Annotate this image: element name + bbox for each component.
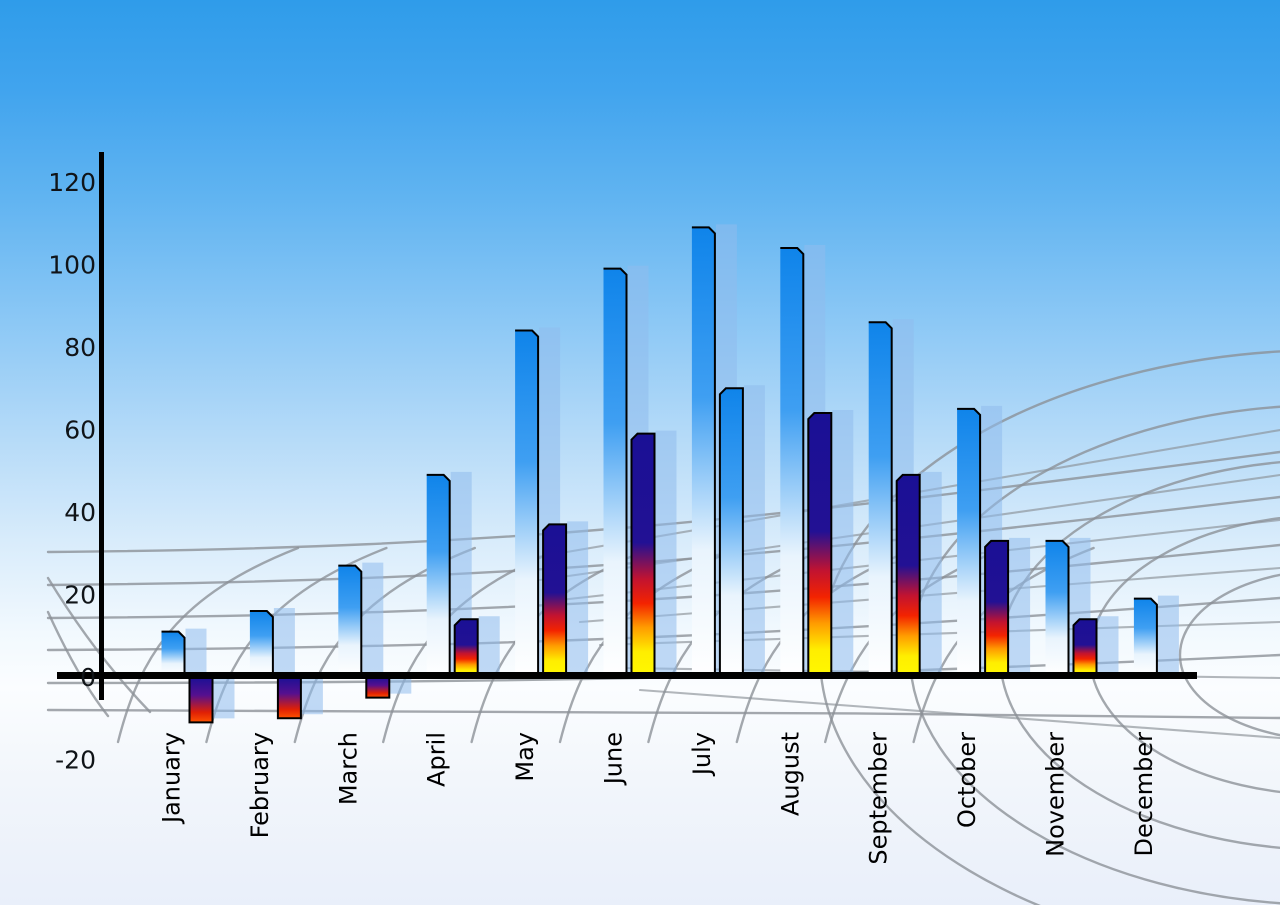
bar-september-primary	[868, 322, 892, 676]
bar-september-primary-outline	[868, 321, 893, 676]
y-axis-tick-labels: 120 100 80 60 40 20 0 -20	[48, 168, 96, 775]
bar-october-secondary	[985, 540, 1009, 676]
x-label-august: August	[776, 732, 804, 816]
bar-december-primary-outline	[1133, 597, 1158, 676]
bar-october-secondary-shadow	[1009, 537, 1031, 676]
bar-may-primary-outline	[515, 329, 540, 676]
bar-january-secondary	[188, 676, 214, 724]
x-label-september: September	[865, 732, 893, 865]
x-label-january: January	[158, 732, 186, 825]
grid-meridian-curve	[116, 546, 300, 744]
bar-february-primary-shadow	[273, 608, 295, 676]
x-label-may: May	[511, 732, 539, 782]
bar-november-secondary	[1073, 619, 1097, 676]
bar-october-primary	[957, 408, 981, 676]
bar-november-primary	[1045, 540, 1069, 676]
x-label-november: November	[1042, 732, 1070, 857]
bar-june-primary	[603, 268, 627, 676]
bar-may-secondary-outline	[542, 523, 568, 676]
bars-group	[161, 224, 1179, 724]
bar-september-secondary-outline	[895, 473, 921, 676]
bar-april-secondary	[454, 619, 478, 676]
x-label-december: December	[1130, 732, 1158, 857]
bar-january-primary-shadow	[185, 628, 207, 676]
bar-december-primary	[1133, 598, 1157, 676]
y-tick-100: 100	[48, 251, 96, 280]
bar-april-primary-outline	[426, 473, 451, 676]
bar-february-secondary	[276, 676, 302, 720]
bar-july-secondary	[719, 388, 743, 676]
x-label-february: February	[246, 732, 274, 838]
bar-july-primary	[691, 227, 715, 676]
y-tick-80: 80	[64, 333, 96, 362]
bar-march-primary	[338, 565, 362, 676]
bar-august-primary-outline	[780, 247, 805, 676]
bar-november-secondary-shadow	[1097, 616, 1119, 676]
bar-june-secondary-outline	[630, 432, 656, 676]
bar-november-secondary-outline	[1072, 618, 1098, 676]
bar-january-primary	[161, 631, 185, 676]
bar-march-primary-shadow	[362, 562, 384, 676]
bar-september-secondary-shadow	[920, 471, 942, 676]
bar-october-primary-outline	[957, 407, 982, 676]
bar-august-secondary	[808, 413, 832, 676]
bar-may-secondary-shadow	[567, 521, 589, 676]
x-axis-month-labels: January February March April May June July Augu…	[158, 732, 1158, 865]
bar-january-secondary-shadow	[213, 677, 235, 719]
bar-november-primary-outline	[1045, 539, 1070, 676]
x-label-march: March	[334, 732, 362, 805]
bar-october-secondary-outline	[984, 539, 1010, 676]
bar-december-primary-shadow	[1157, 595, 1179, 676]
bar-july-secondary-shadow	[743, 385, 765, 676]
y-tick-60: 60	[64, 416, 96, 445]
bar-february-primary	[249, 611, 273, 676]
bar-march-primary-outline	[338, 564, 363, 676]
bar-august-primary	[780, 248, 804, 676]
bar-april-secondary-outline	[453, 618, 479, 676]
y-tick-40: 40	[64, 498, 96, 527]
x-axis-line	[57, 672, 1197, 679]
bar-august-secondary-shadow	[832, 410, 854, 676]
bar-september-secondary	[896, 474, 920, 676]
bar-may-secondary	[543, 524, 567, 676]
x-label-july: July	[688, 732, 716, 777]
x-label-june: June	[600, 732, 628, 786]
bar-july-secondary-outline	[718, 387, 744, 676]
y-tick-120: 120	[48, 168, 96, 197]
y-tick-20: 20	[64, 581, 96, 610]
bar-april-primary	[426, 474, 450, 676]
x-label-april: April	[423, 732, 451, 787]
bar-january-primary-outline	[161, 630, 186, 676]
bar-june-secondary-shadow	[655, 430, 677, 676]
bar-february-secondary-shadow	[301, 677, 323, 715]
bar-march-secondary-shadow	[390, 677, 412, 694]
bar-july-primary-outline	[691, 226, 716, 676]
bar-february-primary-outline	[249, 610, 274, 676]
bar-march-secondary	[365, 676, 391, 699]
y-tick-0: 0	[80, 663, 96, 692]
y-tick--20: -20	[55, 746, 96, 775]
y-axis-line	[99, 152, 104, 700]
bar-june-primary-outline	[603, 267, 628, 676]
bar-august-secondary-outline	[807, 412, 833, 676]
bar-june-secondary	[631, 433, 655, 676]
x-label-october: October	[953, 732, 981, 828]
bar-april-secondary-shadow	[478, 616, 500, 676]
bar-may-primary	[515, 330, 539, 676]
